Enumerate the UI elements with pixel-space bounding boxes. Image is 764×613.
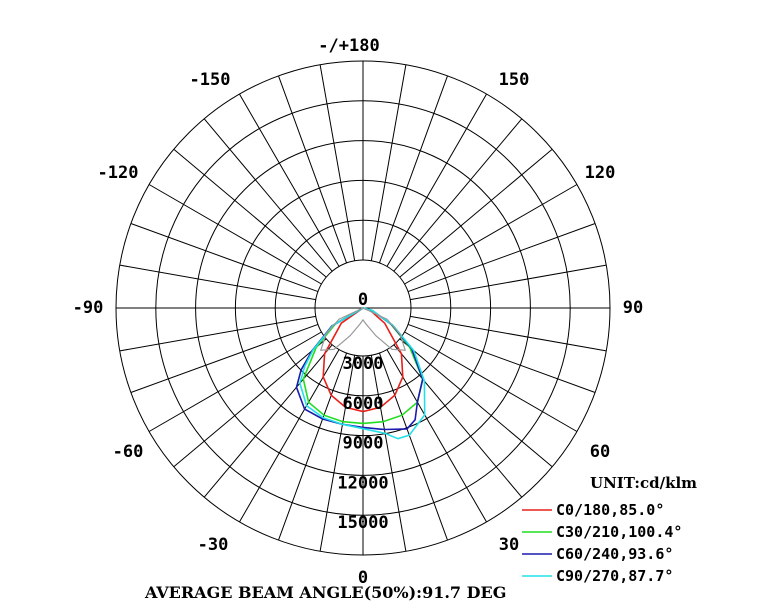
legend: C0/180,85.0° C30/210,100.4° C60/240,93.6° C… (522, 501, 682, 585)
angle-tick-label: 150 (499, 70, 530, 90)
grid-spoke (239, 93, 340, 267)
grid-spoke (130, 323, 319, 393)
series-curve-0 (322, 307, 404, 413)
grid-spoke (404, 184, 578, 285)
angle-tick-label: -60 (113, 442, 144, 462)
grid-spoke (370, 355, 407, 552)
footer-beam-angle: AVERAGE BEAM ANGLE(50%):91.7 DEG (144, 583, 506, 602)
grid-spoke (278, 75, 348, 264)
grid-spoke (378, 75, 448, 264)
grid-spoke (370, 64, 407, 261)
grid-spoke (148, 331, 322, 432)
legend-entry: C60/240,93.6° (556, 545, 673, 563)
grid-spoke (404, 331, 578, 432)
angle-tick-label: 30 (499, 535, 519, 555)
grid-spoke (130, 223, 319, 293)
angle-tick-label: -150 (190, 70, 231, 90)
grid-spoke (203, 118, 333, 272)
polar-grid (115, 60, 611, 556)
grid-spoke (399, 148, 553, 278)
grid-spoke (407, 223, 596, 293)
grid-spoke (173, 338, 327, 468)
angle-tick-label: -/+180 (318, 36, 379, 56)
grid-spoke (386, 349, 487, 523)
angle-tick-labels: -/+180 150 120 90 60 30 0 -30 -60 -90 -120 -150 (73, 36, 644, 588)
grid-spoke (203, 344, 333, 498)
grid-spoke (410, 315, 607, 352)
grid-spoke (393, 118, 523, 272)
radial-tick-label: 9000 (343, 434, 384, 454)
legend-entry: C0/180,85.0° (556, 501, 664, 519)
grid-spoke (173, 148, 327, 278)
angle-tick-label: -90 (73, 298, 104, 318)
grid-spoke (119, 315, 316, 352)
legend-entry: C90/270,87.7° (556, 567, 673, 585)
radial-tick-label: 12000 (337, 473, 388, 493)
angle-tick-label: 0 (358, 568, 368, 588)
angle-tick-label: -30 (198, 535, 229, 555)
radial-tick-label: 15000 (337, 513, 388, 533)
radial-tick-label: 3000 (343, 354, 384, 374)
grid-spoke (319, 355, 356, 552)
grid-spoke (319, 64, 356, 261)
grid-spoke (393, 344, 523, 498)
unit-label: UNIT:cd/klm (590, 474, 697, 492)
series-curve-4 (319, 307, 407, 351)
angle-tick-label: -120 (98, 163, 139, 183)
legend-entry: C30/210,100.4° (556, 523, 682, 541)
grid-spoke (399, 338, 553, 468)
angle-tick-label: 60 (590, 442, 610, 462)
grid-spoke (148, 184, 322, 285)
radial-tick-label: 6000 (343, 394, 384, 414)
grid-spoke (119, 264, 316, 301)
grid-spoke (378, 352, 448, 541)
angle-tick-label: 120 (585, 163, 616, 183)
series-curves (295, 307, 426, 440)
radial-tick-labels: 0 3000 6000 9000 12000 15000 (337, 290, 388, 533)
radial-tick-label: 0 (358, 290, 368, 310)
grid-spoke (386, 93, 487, 267)
angle-tick-label: 90 (623, 298, 643, 318)
grid-spoke (278, 352, 348, 541)
series-curve-3 (299, 307, 426, 440)
grid-spoke (407, 323, 596, 393)
grid-spoke (239, 349, 340, 523)
grid-spoke (410, 264, 607, 301)
